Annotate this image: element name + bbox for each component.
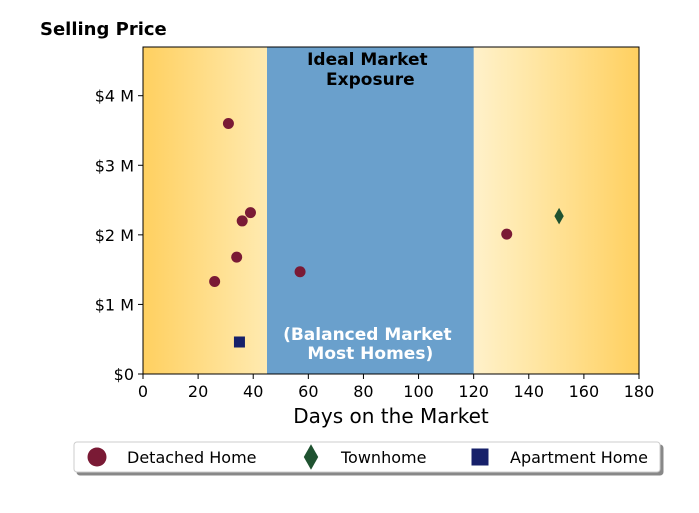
detached-home-point — [231, 251, 243, 263]
ideal-market-band — [267, 47, 474, 374]
x-tick-label: 120 — [458, 382, 489, 401]
y-tick-label: $1 M — [95, 295, 134, 314]
x-tick-label: 60 — [298, 382, 318, 401]
legend-apartment-home-marker — [471, 448, 489, 466]
plot-frame — [142, 46, 640, 375]
legend: Detached Home Townhome Apartment Home — [73, 441, 661, 473]
band-bottom-label-line-2: Most Homes) — [307, 344, 433, 364]
legend-detached-home-marker — [87, 447, 107, 467]
x-tick-label: 80 — [353, 382, 373, 401]
band-top-label: Ideal Market Exposure — [307, 50, 433, 90]
y-tick-label: $4 M — [95, 87, 134, 106]
y-tick-label: $2 M — [95, 226, 134, 245]
x-axis-title: Days on the Market — [293, 404, 489, 428]
x-tick-label: 0 — [138, 382, 148, 401]
x-tick-label: 100 — [403, 382, 434, 401]
y-tick-label: $3 M — [95, 156, 134, 175]
band-top-label-line-1: Ideal Market — [307, 50, 428, 70]
legend-detached-home-label: Detached Home — [127, 448, 257, 467]
detached-home-point — [236, 215, 248, 227]
townhome-point — [554, 207, 564, 225]
y-tick-label: $0 — [114, 365, 134, 384]
band-bottom-label: (Balanced Market Most Homes) — [283, 325, 458, 364]
legend-townhome-label: Townhome — [340, 448, 426, 467]
x-tick-label: 140 — [514, 382, 545, 401]
detached-home-point — [244, 207, 256, 219]
x-tick-label: 180 — [624, 382, 655, 401]
x-tick-label: 20 — [188, 382, 208, 401]
detached-home-point — [501, 228, 513, 240]
legend-box — [73, 441, 661, 473]
detached-home-point — [294, 266, 306, 278]
legend-apartment-home-label: Apartment Home — [510, 448, 648, 467]
apartment-home-point — [233, 336, 245, 348]
legend-townhome-marker — [303, 444, 319, 470]
data-points — [209, 118, 564, 348]
x-axis: 0 20 40 60 80 100 120 140 160 180 — [138, 374, 654, 401]
band-top-label-line-2: Exposure — [326, 70, 415, 90]
x-tick-label: 40 — [243, 382, 263, 401]
legend-items: Detached Home Townhome Apartment Home — [87, 444, 648, 470]
y-axis: $0 $1 M $2 M $3 M $4 M — [95, 87, 143, 384]
x-tick-label: 160 — [569, 382, 600, 401]
chart-title: Selling Price — [40, 19, 167, 40]
detached-home-point — [209, 275, 221, 287]
detached-home-point — [222, 118, 234, 130]
band-bottom-label-line-1: (Balanced Market — [283, 325, 452, 345]
